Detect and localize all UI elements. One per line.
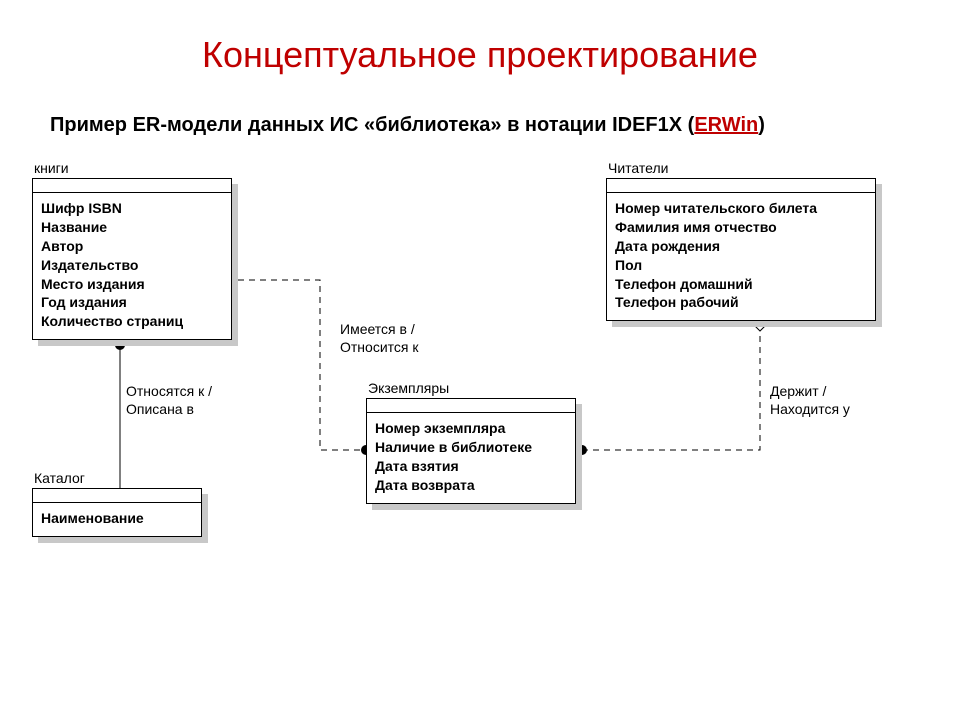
attr: Место издания — [41, 275, 223, 294]
attr: Наименование — [41, 509, 193, 528]
entity-instances-body: Номер экземпляра Наличие в библиотеке Да… — [366, 398, 576, 504]
entity-catalog: Каталог Наименование — [32, 470, 202, 537]
entity-catalog-body: Наименование — [32, 488, 202, 537]
entity-catalog-label: Каталог — [32, 470, 202, 486]
attr: Телефон домашний — [615, 275, 867, 294]
entity-instances-label: Экземпляры — [366, 380, 576, 396]
entity-catalog-header — [33, 489, 201, 503]
subtitle-suffix: ) — [758, 114, 765, 136]
entity-readers: Читатели Номер читательского билета Фами… — [606, 160, 876, 321]
rel-line1: Держит / — [770, 383, 826, 399]
attr: Издательство — [41, 256, 223, 275]
entity-instances: Экземпляры Номер экземпляра Наличие в би… — [366, 380, 576, 504]
subtitle-prefix: Пример ER-модели данных ИС «библиотека» … — [50, 114, 694, 136]
entity-readers-attrs: Номер читательского билета Фамилия имя о… — [607, 193, 875, 320]
rel-books-instances: Имеется в / Относится к — [340, 320, 419, 356]
attr: Пол — [615, 256, 867, 275]
entity-books-header — [33, 179, 231, 193]
rel-line1: Относятся к / — [126, 383, 212, 399]
attr: Название — [41, 218, 223, 237]
attr: Наличие в библиотеке — [375, 438, 567, 457]
entity-instances-attrs: Номер экземпляра Наличие в библиотеке Да… — [367, 413, 575, 503]
entity-catalog-attrs: Наименование — [33, 503, 201, 536]
slide-title: Концептуальное проектирование — [0, 34, 960, 76]
attr: Год издания — [41, 293, 223, 312]
rel-line1: Имеется в / — [340, 321, 415, 337]
rel-line2: Относится к — [340, 339, 419, 355]
entity-books: книги Шифр ISBN Название Автор Издательс… — [32, 160, 232, 340]
entity-readers-header — [607, 179, 875, 193]
entity-readers-label: Читатели — [606, 160, 876, 176]
subtitle-erwin: ERWin — [694, 114, 758, 136]
entity-instances-header — [367, 399, 575, 413]
attr: Фамилия имя отчество — [615, 218, 867, 237]
entity-books-body: Шифр ISBN Название Автор Издательство Ме… — [32, 178, 232, 340]
entity-readers-body: Номер читательского билета Фамилия имя о… — [606, 178, 876, 321]
rel-books-catalog: Относятся к / Описана в — [126, 382, 212, 418]
rel-readers-instances: Держит / Находится у — [770, 382, 850, 418]
attr: Дата возврата — [375, 476, 567, 495]
rel-line2: Находится у — [770, 401, 850, 417]
er-diagram: книги Шифр ISBN Название Автор Издательс… — [20, 160, 940, 660]
entity-books-label: книги — [32, 160, 232, 176]
slide-subtitle: Пример ER-модели данных ИС «библиотека» … — [50, 114, 910, 137]
attr: Номер читательского билета — [615, 199, 867, 218]
entity-books-attrs: Шифр ISBN Название Автор Издательство Ме… — [33, 193, 231, 339]
attr: Количество страниц — [41, 312, 223, 331]
attr: Автор — [41, 237, 223, 256]
attr: Телефон рабочий — [615, 293, 867, 312]
attr: Дата взятия — [375, 457, 567, 476]
rel-line2: Описана в — [126, 401, 194, 417]
attr: Номер экземпляра — [375, 419, 567, 438]
attr: Дата рождения — [615, 237, 867, 256]
attr: Шифр ISBN — [41, 199, 223, 218]
